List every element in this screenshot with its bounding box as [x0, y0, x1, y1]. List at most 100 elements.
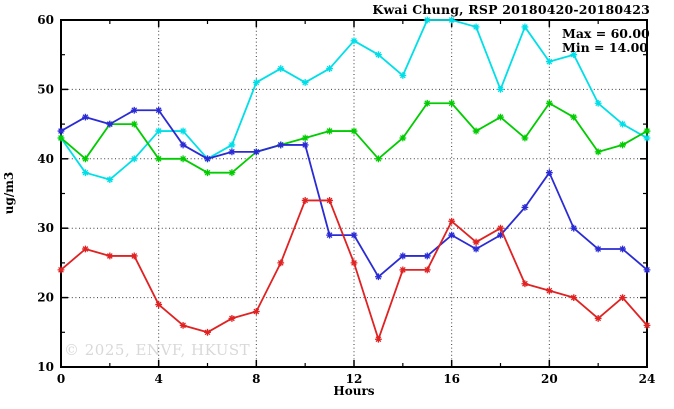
data-point-marker — [130, 155, 138, 163]
data-point-marker — [252, 148, 260, 156]
data-point-marker — [277, 259, 285, 267]
y-tick-label: 10 — [37, 360, 54, 374]
data-point-marker — [619, 141, 626, 149]
data-point-marker — [594, 245, 602, 253]
data-point-marker — [82, 169, 89, 177]
data-point-marker — [106, 120, 114, 128]
data-point-marker — [448, 99, 456, 107]
data-point-marker — [57, 134, 65, 142]
data-point-marker — [497, 224, 504, 232]
data-point-marker — [545, 169, 553, 177]
data-point-marker — [130, 120, 138, 128]
series-markers-red — [57, 197, 651, 343]
data-point-marker — [252, 308, 260, 315]
data-point-marker — [326, 231, 333, 239]
data-point-marker — [643, 134, 651, 142]
data-point-marker — [375, 273, 382, 281]
data-point-marker — [350, 231, 358, 239]
data-point-marker — [399, 134, 407, 142]
data-point-marker — [277, 141, 285, 149]
y-tick-label: 30 — [37, 221, 54, 235]
data-point-marker — [472, 23, 480, 31]
data-point-marker — [497, 86, 504, 93]
data-point-marker — [82, 113, 89, 121]
data-point-marker — [399, 72, 407, 79]
data-point-marker — [423, 252, 431, 260]
data-point-marker — [57, 127, 65, 135]
data-point-marker — [545, 287, 553, 295]
data-point-marker — [423, 266, 431, 274]
max-min-annotation: Max = 60.00 Min = 14.00 — [562, 27, 650, 55]
data-point-marker — [179, 127, 187, 135]
data-point-marker — [643, 266, 651, 274]
data-point-marker — [545, 58, 553, 66]
data-point-marker — [252, 79, 260, 86]
y-tick-label: 40 — [37, 152, 54, 166]
data-point-marker — [619, 245, 626, 253]
data-point-marker — [301, 197, 309, 204]
series-line-red — [60, 199, 648, 341]
data-point-marker — [399, 252, 407, 260]
data-point-marker — [326, 127, 333, 135]
data-point-marker — [594, 99, 602, 107]
data-point-marker — [350, 259, 358, 267]
x-tick-label: 0 — [57, 372, 65, 386]
data-point-marker — [643, 127, 651, 135]
data-point-marker — [326, 65, 333, 72]
data-point-marker — [155, 127, 163, 135]
y-tick-label: 50 — [37, 82, 54, 96]
data-point-marker — [228, 315, 236, 322]
data-point-marker — [228, 141, 236, 149]
data-point-marker — [497, 113, 504, 121]
data-point-marker — [521, 203, 529, 211]
chart-title: Kwai Chung, RSP 20180420-20180423 — [372, 2, 650, 17]
data-point-marker — [448, 217, 456, 225]
data-point-marker — [448, 231, 456, 239]
max-value-label: Max = 60.00 — [562, 26, 650, 41]
watermark-text: © 2025, ENVF, HKUST — [64, 341, 251, 359]
data-point-marker — [155, 155, 163, 163]
data-point-marker — [106, 252, 114, 260]
data-point-marker — [204, 169, 211, 177]
data-point-marker — [179, 141, 187, 149]
data-point-marker — [82, 245, 89, 253]
min-value-label: Min = 14.00 — [562, 40, 648, 55]
x-tick-label: 20 — [541, 372, 558, 386]
data-point-marker — [619, 294, 626, 301]
data-point-marker — [570, 294, 578, 301]
data-point-marker — [521, 23, 529, 31]
data-point-marker — [204, 328, 211, 336]
data-point-marker — [301, 141, 309, 149]
data-point-marker — [350, 37, 358, 45]
data-point-marker — [497, 231, 504, 239]
data-point-marker — [106, 176, 114, 184]
data-point-marker — [228, 148, 236, 156]
data-point-marker — [570, 224, 578, 232]
data-point-marker — [130, 252, 138, 260]
data-point-marker — [375, 335, 382, 343]
data-point-marker — [399, 266, 407, 274]
data-point-marker — [375, 51, 382, 59]
y-axis-label: ug/m3 — [2, 171, 16, 215]
data-point-marker — [301, 134, 309, 142]
data-point-marker — [521, 134, 529, 142]
data-point-marker — [521, 280, 529, 288]
data-point-marker — [326, 197, 333, 204]
data-point-marker — [228, 169, 236, 177]
data-point-marker — [594, 148, 602, 156]
x-tick-label: 4 — [154, 372, 162, 386]
data-point-marker — [423, 16, 431, 24]
data-point-marker — [301, 79, 309, 86]
x-tick-label: 16 — [443, 372, 460, 386]
data-point-marker — [375, 155, 382, 163]
data-point-marker — [472, 127, 480, 135]
data-point-marker — [545, 99, 553, 107]
data-point-marker — [570, 113, 578, 121]
y-tick-label: 60 — [37, 13, 54, 27]
data-point-marker — [350, 127, 358, 135]
data-point-marker — [130, 106, 138, 114]
x-tick-label: 12 — [346, 372, 363, 386]
data-point-marker — [423, 99, 431, 107]
data-point-marker — [472, 245, 480, 253]
